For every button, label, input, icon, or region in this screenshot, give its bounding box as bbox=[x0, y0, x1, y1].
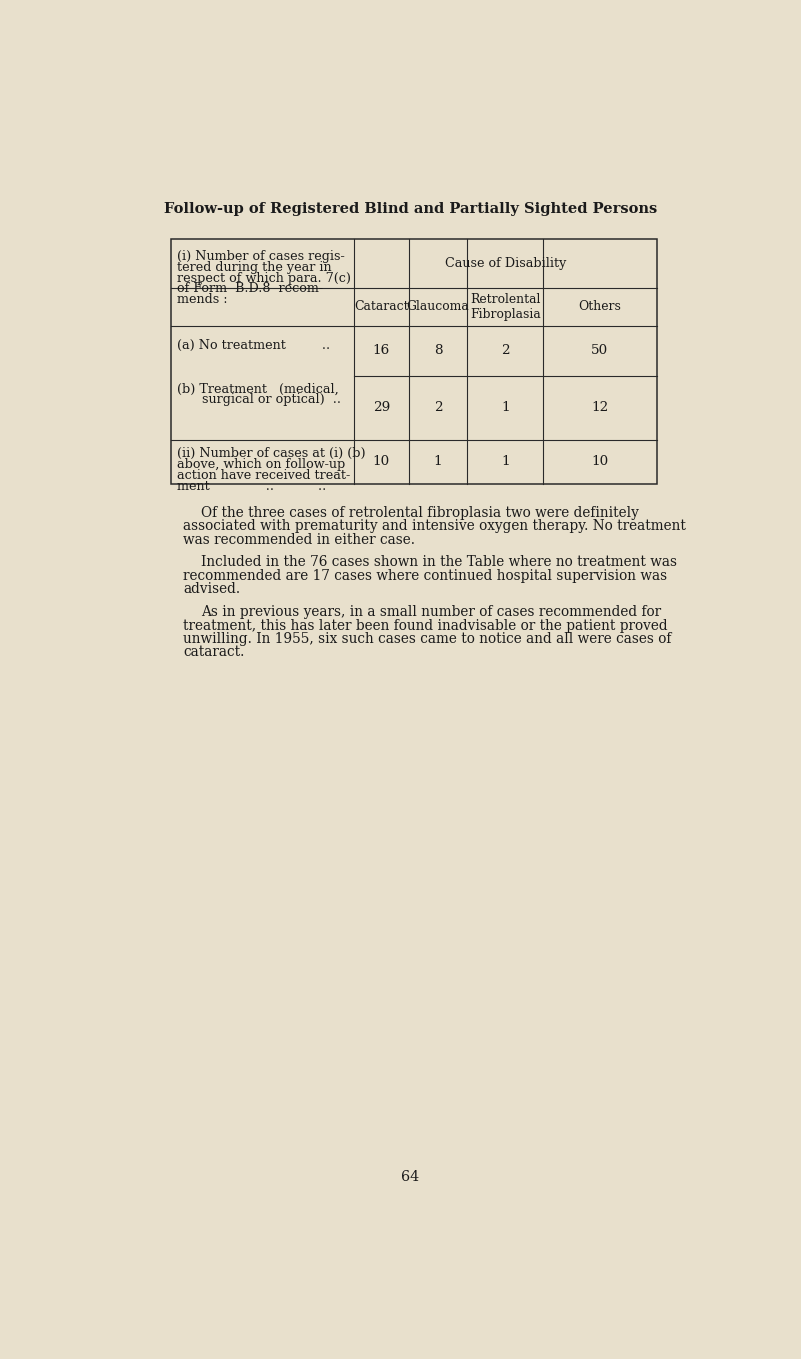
Text: advised.: advised. bbox=[183, 583, 240, 597]
Text: (b) Treatment   (medical,: (b) Treatment (medical, bbox=[177, 382, 339, 395]
Text: As in previous years, in a small number of cases recommended for: As in previous years, in a small number … bbox=[201, 605, 661, 620]
Text: ment              ..           ..: ment .. .. bbox=[177, 480, 326, 492]
Text: Cataract: Cataract bbox=[354, 300, 409, 313]
Text: 1: 1 bbox=[501, 401, 509, 414]
Text: Included in the 76 cases shown in the Table where no treatment was: Included in the 76 cases shown in the Ta… bbox=[201, 556, 677, 569]
Text: surgical or optical)  ..: surgical or optical) .. bbox=[186, 393, 341, 406]
Text: tered during the year in: tered during the year in bbox=[177, 261, 332, 275]
Text: 1: 1 bbox=[501, 455, 509, 469]
Text: Of the three cases of retrolental fibroplasia two were definitely: Of the three cases of retrolental fibrop… bbox=[201, 506, 638, 519]
Text: Cause of Disability: Cause of Disability bbox=[445, 257, 566, 270]
Text: above, which on follow-up: above, which on follow-up bbox=[177, 458, 345, 472]
Text: Follow-up of Registered Blind and Partially Sighted Persons: Follow-up of Registered Blind and Partia… bbox=[163, 201, 657, 216]
Text: 50: 50 bbox=[591, 344, 609, 357]
Text: 10: 10 bbox=[372, 455, 390, 469]
Text: Glaucoma: Glaucoma bbox=[407, 300, 469, 313]
Text: 12: 12 bbox=[591, 401, 609, 414]
Text: action have received treat-: action have received treat- bbox=[177, 469, 350, 482]
Text: mends :: mends : bbox=[177, 294, 227, 306]
Text: recommended are 17 cases where continued hospital supervision was: recommended are 17 cases where continued… bbox=[183, 569, 667, 583]
Text: associated with prematurity and intensive oxygen therapy. No treatment: associated with prematurity and intensiv… bbox=[183, 519, 686, 533]
Text: cataract.: cataract. bbox=[183, 646, 244, 659]
Text: (a) No treatment         ..: (a) No treatment .. bbox=[177, 338, 330, 352]
Text: 16: 16 bbox=[372, 344, 390, 357]
Text: Others: Others bbox=[578, 300, 622, 313]
Text: (ii) Number of cases at (i) (b): (ii) Number of cases at (i) (b) bbox=[177, 447, 365, 461]
Text: 64: 64 bbox=[401, 1170, 419, 1184]
Text: unwilling. In 1955, six such cases came to notice and all were cases of: unwilling. In 1955, six such cases came … bbox=[183, 632, 671, 646]
Text: (i) Number of cases regis-: (i) Number of cases regis- bbox=[177, 250, 344, 264]
Text: was recommended in either case.: was recommended in either case. bbox=[183, 533, 415, 546]
Text: respect of which para. 7(c): respect of which para. 7(c) bbox=[177, 272, 351, 284]
Text: Retrolental
Fibroplasia: Retrolental Fibroplasia bbox=[470, 292, 541, 321]
Text: 2: 2 bbox=[501, 344, 509, 357]
Text: 1: 1 bbox=[433, 455, 442, 469]
Text: 10: 10 bbox=[591, 455, 609, 469]
Text: 2: 2 bbox=[433, 401, 442, 414]
Bar bbox=[171, 239, 657, 484]
Text: 29: 29 bbox=[372, 401, 390, 414]
Text: treatment, this has later been found inadvisable or the patient proved: treatment, this has later been found ina… bbox=[183, 618, 668, 632]
Text: of Form  B.D.8  recom-: of Form B.D.8 recom- bbox=[177, 283, 323, 295]
Text: 8: 8 bbox=[433, 344, 442, 357]
